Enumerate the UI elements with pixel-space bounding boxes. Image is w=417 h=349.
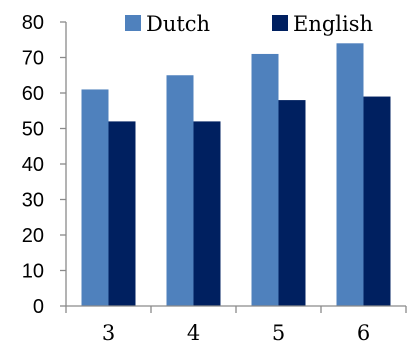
bar-english-3 — [108, 121, 136, 307]
x-category-label: 6 — [357, 321, 370, 345]
x-category-label: 5 — [272, 321, 285, 345]
y-tick-label: 10 — [22, 261, 44, 283]
bar-dutch-5 — [251, 53, 279, 307]
legend: Dutch English — [125, 12, 373, 36]
y-tick-label: 0 — [33, 296, 44, 318]
y-tick-label: 20 — [22, 225, 44, 247]
x-category-label: 4 — [187, 321, 200, 345]
y-tick-label: 80 — [22, 12, 44, 34]
y-tick-label: 70 — [22, 48, 44, 70]
bar-english-6 — [363, 96, 391, 306]
x-category-label: 3 — [102, 321, 115, 345]
y-axis-ticks: 0 10 20 30 40 50 60 70 80 — [22, 12, 66, 318]
bar-dutch-3 — [81, 89, 109, 306]
y-tick-label: 30 — [22, 190, 44, 212]
x-axis-ticks: 3 4 5 6 — [65, 306, 407, 345]
bar-dutch-4 — [166, 75, 194, 306]
y-tick-label: 50 — [22, 119, 44, 141]
legend-label-dutch: Dutch — [146, 12, 210, 36]
y-tick-label: 40 — [22, 154, 44, 176]
bar-dutch-6 — [336, 43, 364, 307]
y-tick-label: 60 — [22, 83, 44, 105]
legend-label-english: English — [293, 12, 373, 36]
legend-swatch-english — [272, 15, 288, 31]
bar-english-4 — [193, 121, 221, 307]
legend-swatch-dutch — [125, 15, 141, 31]
bars — [81, 43, 391, 307]
bar-english-5 — [278, 100, 306, 306]
